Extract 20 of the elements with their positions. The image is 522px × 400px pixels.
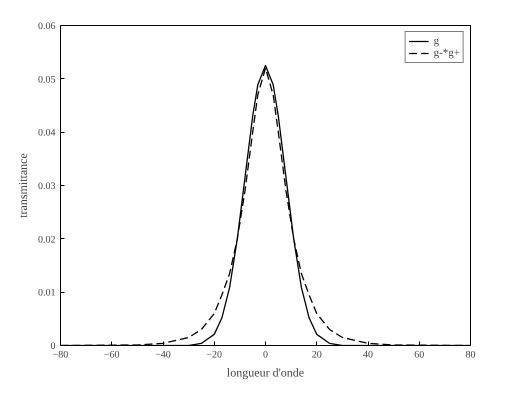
y-tick-label: 0.03 — [38, 181, 56, 192]
legend-label: g — [434, 35, 440, 47]
x-tick-label: −40 — [155, 350, 171, 360]
x-tick-label: −80 — [52, 350, 68, 360]
y-tick-label: 0.02 — [38, 234, 56, 246]
y-tick-label: 0 — [50, 341, 56, 352]
y-tick-label: 0.05 — [38, 74, 56, 86]
x-tick-label: 20 — [312, 350, 322, 360]
y-tick-label: 0.04 — [38, 128, 56, 139]
x-tick-label: −60 — [104, 350, 120, 360]
x-tick-label: 40 — [363, 350, 373, 360]
x-tick-label: 60 — [414, 350, 424, 360]
x-tick-label: 0 — [263, 350, 268, 360]
y-axis-title: transmittance — [16, 153, 30, 218]
y-tick-label: 0.01 — [38, 288, 56, 299]
x-tick-label: −20 — [206, 350, 222, 360]
legend-label: g-*g+ — [434, 47, 460, 59]
y-tick-label: 0.06 — [38, 21, 56, 32]
x-tick-label: 80 — [466, 350, 476, 360]
x-axis-title: longueur d'onde — [226, 366, 304, 380]
